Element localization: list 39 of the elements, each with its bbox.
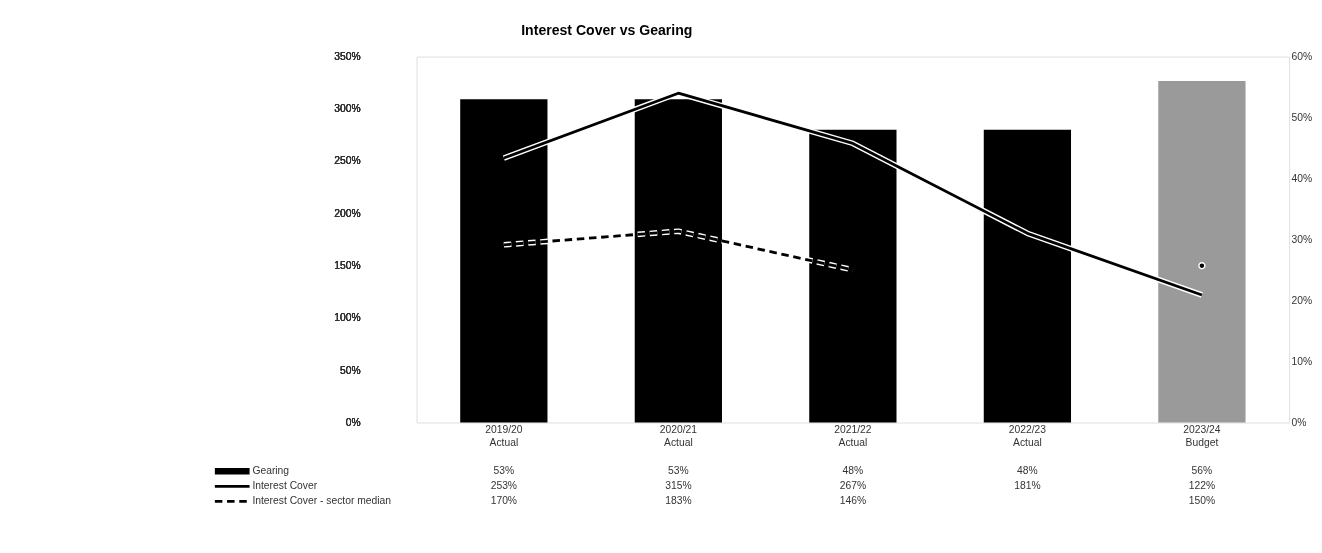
data-label: 53% xyxy=(493,465,515,477)
chart-title: Interest Cover vs Gearing xyxy=(521,22,693,39)
bar xyxy=(1158,81,1246,423)
y2-tick-label: 20% xyxy=(1291,294,1313,306)
y-tick-label: 250% xyxy=(334,155,361,167)
data-label: 146% xyxy=(839,495,867,507)
y-tick-label: 300% xyxy=(334,103,361,115)
y2-tick-label: 10% xyxy=(1291,355,1313,367)
data-label: 183% xyxy=(665,495,692,507)
y-tick-label: 50% xyxy=(340,364,361,376)
y-tick-label: 0% xyxy=(345,416,361,428)
data-label: 56% xyxy=(1191,465,1213,477)
y-tick-label: 150% xyxy=(334,260,361,271)
x-tick-label: 2022/23 Actual xyxy=(1008,424,1047,448)
data-label: 315% xyxy=(665,480,692,492)
y-tick-label: 200% xyxy=(334,207,361,219)
legend-label: Interest Cover xyxy=(252,480,318,492)
legend-label: Gearing xyxy=(252,465,290,477)
y-tick-label: 100% xyxy=(334,312,361,324)
data-label: 48% xyxy=(842,465,864,477)
data-label: 253% xyxy=(490,480,518,492)
x-tick-label: 2021/22 Actual xyxy=(834,424,872,448)
data-label: 181% xyxy=(1014,480,1041,492)
x-tick-label: 2023/24 Budget xyxy=(1183,424,1221,448)
x-tick-label: 2019/20 Actual xyxy=(485,424,523,448)
data-label: 122% xyxy=(1188,480,1216,492)
y2-tick-label: 30% xyxy=(1291,233,1313,245)
data-label: 170% xyxy=(490,495,518,507)
y2-tick-label: 40% xyxy=(1291,172,1313,184)
data-label: 267% xyxy=(839,480,867,492)
data-label: 48% xyxy=(1017,465,1038,477)
legend-label: Interest Cover - sector median xyxy=(252,495,392,507)
y2-tick-label: 50% xyxy=(1291,111,1313,123)
y2-tick-label: 0% xyxy=(1291,416,1307,428)
data-label: 150% xyxy=(1188,495,1216,507)
data-label: 53% xyxy=(668,465,689,477)
y2-tick-label: 60% xyxy=(1291,50,1313,62)
x-tick-label: 2020/21 Actual xyxy=(659,424,698,448)
y-tick-label: 350% xyxy=(334,50,361,62)
